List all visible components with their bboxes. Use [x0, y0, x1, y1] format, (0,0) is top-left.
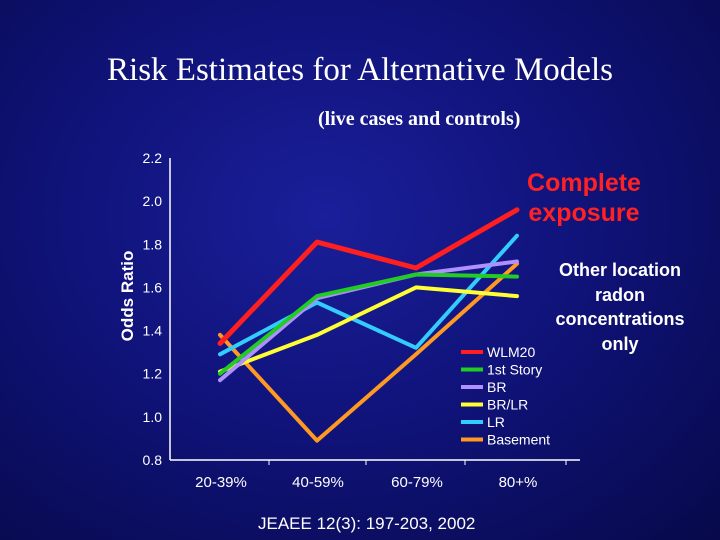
x-tick-label: 20-39%	[195, 474, 247, 491]
series-line-br-lr	[218, 285, 519, 374]
y-tick-label: 2.0	[143, 193, 163, 209]
legend-label: BR/LR	[487, 397, 528, 413]
y-tick-label: 1.0	[143, 409, 163, 425]
y-tick-label: 1.6	[143, 279, 163, 295]
y-tick-label: 1.2	[143, 366, 163, 382]
y-tick-label: 1.4	[143, 323, 163, 339]
series-line-wlm20	[217, 207, 520, 346]
chart-axes: 0.8 1.0 1.2 1.4 1.6 1.8 2.0 2.2 20-39% 40-59% 60-7…	[143, 150, 580, 491]
x-tick-label: 80+%	[499, 474, 538, 491]
source-citation: JEAEE 12(3): 197-203, 2002	[258, 514, 476, 533]
y-tick-label: 2.2	[143, 150, 163, 166]
series-lines	[217, 207, 520, 443]
x-tick-label: 60-79%	[391, 474, 443, 491]
series-line-br	[218, 259, 519, 383]
y-tick-label: 1.8	[143, 236, 163, 252]
legend-label: Basement	[487, 432, 550, 448]
legend-label: 1st Story	[487, 362, 542, 378]
annotation-other-location: Other location radon concentrations only	[555, 260, 685, 354]
x-tick-label: 40-59%	[292, 474, 344, 491]
chart-subtitle: (live cases and controls)	[318, 108, 521, 130]
legend-label: LR	[487, 414, 505, 430]
annotation-complete-exposure: Complete exposure	[527, 169, 641, 227]
series-line-1st-story	[218, 272, 519, 376]
series-line-basement	[218, 261, 519, 443]
y-tick-label: 0.8	[143, 452, 163, 468]
legend-label: WLM20	[487, 344, 535, 360]
legend-label: BR	[487, 379, 506, 395]
chart-title: Risk Estimates for Alternative Models	[107, 52, 613, 88]
